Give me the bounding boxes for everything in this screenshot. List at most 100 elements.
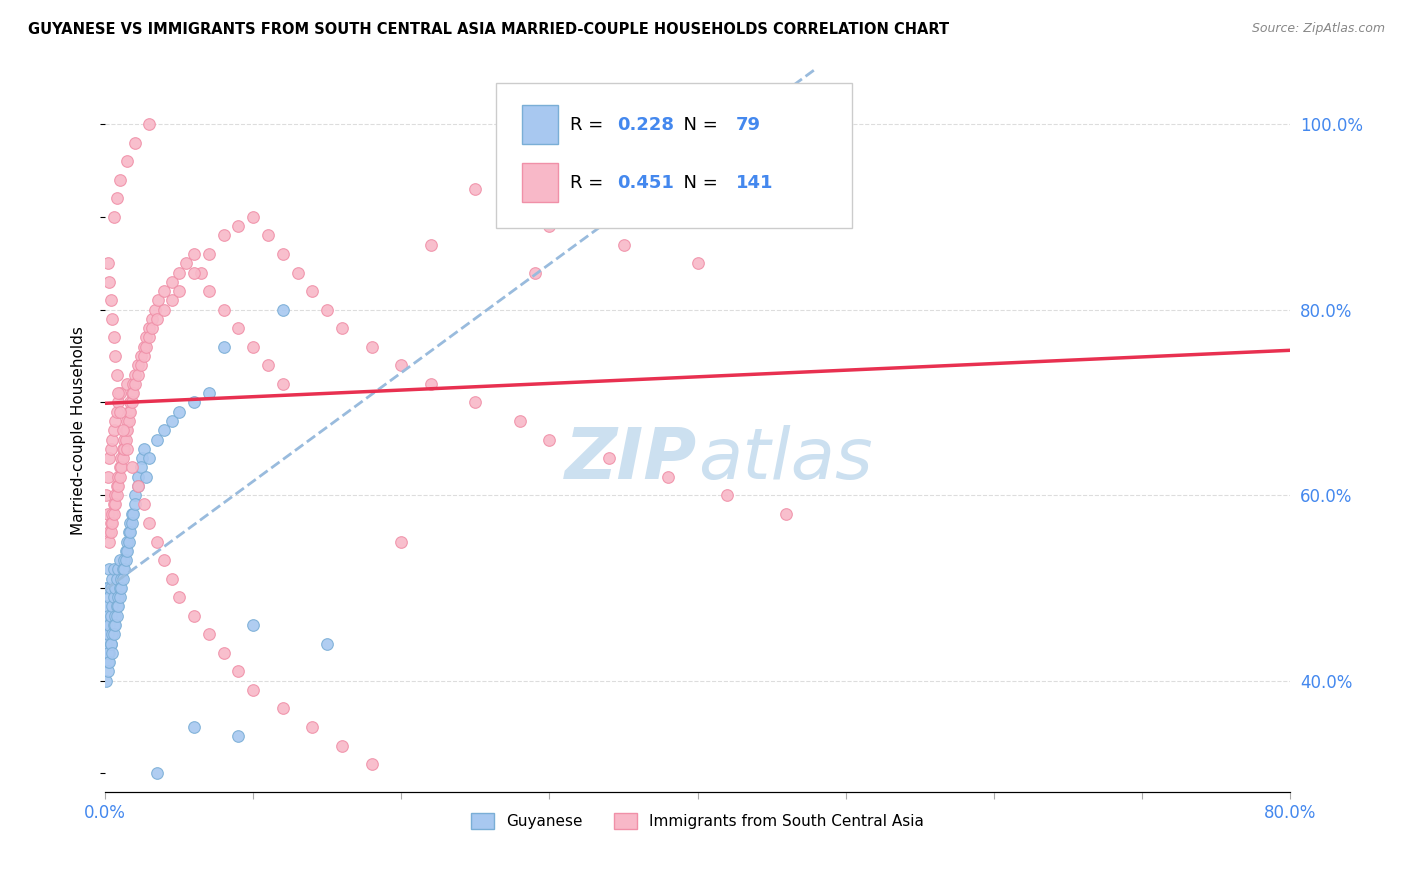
- Point: [98, 590, 121, 604]
- Point: [509, 201, 531, 215]
- Point: [153, 553, 176, 567]
- Point: [110, 581, 132, 595]
- Point: [111, 572, 134, 586]
- Point: [100, 516, 122, 530]
- Point: [107, 386, 129, 401]
- Point: [105, 368, 128, 382]
- Point: [316, 302, 339, 317]
- Point: [105, 572, 128, 586]
- Point: [127, 469, 149, 483]
- Point: [360, 757, 382, 772]
- Point: [509, 414, 531, 428]
- Point: [101, 646, 124, 660]
- Point: [112, 562, 135, 576]
- Text: 0.228: 0.228: [617, 116, 673, 134]
- Point: [114, 544, 136, 558]
- Point: [105, 488, 128, 502]
- Point: [97, 646, 120, 660]
- Point: [138, 117, 160, 131]
- Point: [124, 368, 146, 382]
- Point: [101, 572, 124, 586]
- Point: [141, 321, 163, 335]
- Point: [228, 321, 250, 335]
- Point: [153, 423, 176, 437]
- Point: [271, 302, 294, 317]
- Point: [242, 618, 264, 632]
- Point: [98, 618, 121, 632]
- Point: [316, 636, 339, 650]
- Point: [103, 507, 125, 521]
- Legend: Guyanese, Immigrants from South Central Asia: Guyanese, Immigrants from South Central …: [465, 806, 929, 835]
- Point: [167, 405, 190, 419]
- Point: [97, 256, 120, 270]
- Point: [197, 284, 219, 298]
- Point: [103, 423, 125, 437]
- Point: [167, 266, 190, 280]
- Point: [103, 210, 125, 224]
- Point: [153, 302, 176, 317]
- Point: [271, 376, 294, 391]
- Point: [111, 423, 134, 437]
- Point: [330, 739, 353, 753]
- Point: [121, 395, 143, 409]
- Point: [257, 359, 280, 373]
- Point: [96, 673, 118, 688]
- Point: [124, 498, 146, 512]
- Point: [98, 534, 121, 549]
- Point: [146, 312, 169, 326]
- Text: ZIP: ZIP: [565, 425, 697, 493]
- Point: [242, 682, 264, 697]
- Point: [160, 572, 183, 586]
- Point: [121, 507, 143, 521]
- Point: [127, 479, 149, 493]
- Point: [141, 312, 163, 326]
- Point: [228, 665, 250, 679]
- Point: [121, 516, 143, 530]
- Point: [98, 655, 121, 669]
- Point: [100, 636, 122, 650]
- Point: [271, 701, 294, 715]
- Point: [190, 266, 212, 280]
- Point: [360, 340, 382, 354]
- Point: [111, 562, 134, 576]
- Point: [121, 460, 143, 475]
- Point: [271, 247, 294, 261]
- Point: [104, 581, 127, 595]
- Point: [98, 646, 121, 660]
- Point: [105, 599, 128, 614]
- Point: [148, 293, 170, 308]
- Point: [183, 608, 205, 623]
- Point: [105, 479, 128, 493]
- Point: [108, 590, 131, 604]
- Point: [104, 488, 127, 502]
- Point: [132, 498, 155, 512]
- Point: [389, 534, 412, 549]
- Point: [330, 321, 353, 335]
- Text: N =: N =: [672, 116, 723, 134]
- Point: [464, 182, 486, 196]
- Point: [96, 618, 118, 632]
- Point: [129, 460, 152, 475]
- Point: [111, 451, 134, 466]
- Point: [612, 237, 634, 252]
- Point: [115, 414, 138, 428]
- Point: [100, 525, 122, 540]
- Point: [103, 498, 125, 512]
- Point: [100, 293, 122, 308]
- Point: [775, 507, 797, 521]
- Point: [129, 359, 152, 373]
- Point: [104, 608, 127, 623]
- Point: [110, 451, 132, 466]
- Point: [127, 368, 149, 382]
- Point: [97, 608, 120, 623]
- Point: [132, 340, 155, 354]
- Point: [110, 572, 132, 586]
- Point: [112, 442, 135, 456]
- Bar: [522, 162, 558, 202]
- Point: [657, 469, 679, 483]
- Point: [176, 256, 198, 270]
- Point: [167, 590, 190, 604]
- Point: [97, 655, 120, 669]
- Point: [96, 581, 118, 595]
- Point: [146, 534, 169, 549]
